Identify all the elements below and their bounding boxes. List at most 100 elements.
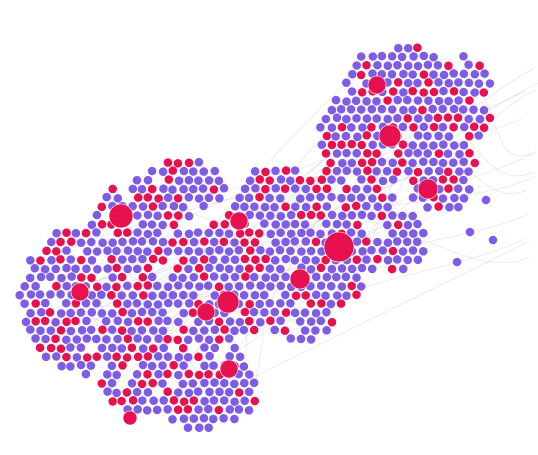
node	[76, 237, 86, 248]
node	[388, 174, 399, 185]
node	[245, 175, 255, 186]
node	[397, 52, 407, 62]
node	[61, 334, 72, 345]
node	[356, 192, 367, 203]
node	[194, 281, 205, 292]
hub-node	[437, 174, 448, 185]
node	[102, 369, 113, 380]
node	[158, 166, 168, 177]
node	[107, 308, 118, 319]
node	[362, 184, 373, 194]
hub-node	[393, 77, 404, 88]
hub-node	[300, 290, 311, 301]
node	[383, 255, 393, 266]
hub-node	[117, 325, 127, 336]
node	[86, 307, 97, 318]
node	[127, 254, 138, 264]
node	[173, 298, 183, 309]
node	[91, 298, 102, 309]
node	[40, 264, 50, 275]
node	[183, 422, 193, 433]
node	[19, 298, 30, 309]
node	[111, 387, 122, 398]
node	[152, 227, 163, 238]
large-hub-node	[323, 231, 355, 263]
node	[357, 246, 368, 257]
node	[413, 95, 423, 106]
node	[351, 148, 362, 159]
hub-node	[172, 263, 183, 274]
node	[178, 308, 189, 318]
node	[71, 228, 81, 239]
node	[459, 122, 470, 132]
node	[280, 219, 291, 230]
node	[122, 263, 133, 274]
node	[331, 272, 342, 282]
node	[392, 60, 403, 71]
hub-node	[372, 254, 383, 264]
node	[92, 264, 103, 275]
node	[208, 254, 219, 265]
node	[306, 264, 316, 275]
hub-node	[377, 192, 388, 203]
hub-node	[86, 272, 97, 283]
hub-node	[142, 263, 153, 273]
node	[138, 343, 149, 354]
node	[132, 333, 143, 344]
node	[230, 272, 240, 282]
hub-node	[162, 334, 173, 345]
hub-node	[219, 219, 230, 230]
node	[449, 193, 460, 203]
node	[259, 307, 270, 318]
node	[203, 280, 214, 291]
node	[163, 192, 174, 203]
hub-node	[167, 165, 178, 176]
node	[157, 290, 168, 301]
node	[224, 404, 235, 415]
node	[244, 405, 254, 416]
node	[76, 342, 86, 353]
node	[290, 183, 301, 194]
hub-node	[183, 368, 194, 379]
hub-node	[346, 139, 357, 149]
node	[97, 342, 107, 353]
node	[162, 246, 173, 257]
node	[275, 193, 286, 204]
node	[167, 414, 178, 425]
hub-node	[429, 87, 439, 97]
hub-node	[199, 271, 209, 282]
node	[214, 227, 225, 238]
hub-node	[315, 210, 326, 221]
node	[351, 60, 362, 71]
node	[286, 210, 297, 220]
node	[361, 96, 372, 107]
hub-node	[260, 184, 271, 195]
node	[484, 78, 495, 89]
node	[464, 184, 475, 195]
node	[163, 298, 174, 308]
node	[199, 325, 210, 336]
hub-node	[235, 228, 245, 239]
hub-node	[162, 157, 173, 168]
node	[132, 263, 143, 274]
node	[163, 351, 173, 362]
hub-node	[234, 387, 245, 398]
hub-node	[429, 122, 439, 132]
node	[275, 298, 286, 309]
node	[341, 114, 352, 124]
node	[209, 324, 220, 335]
node	[127, 378, 137, 389]
node	[382, 220, 393, 230]
hub-node	[55, 254, 66, 265]
hub-node	[56, 343, 66, 354]
node	[402, 95, 413, 105]
node	[147, 219, 157, 230]
hub-node	[142, 369, 153, 380]
hub-node	[199, 254, 210, 265]
hub-node	[117, 307, 128, 317]
node	[275, 280, 286, 291]
node	[295, 193, 306, 204]
node	[326, 192, 337, 202]
node	[392, 254, 403, 265]
node	[398, 69, 409, 79]
